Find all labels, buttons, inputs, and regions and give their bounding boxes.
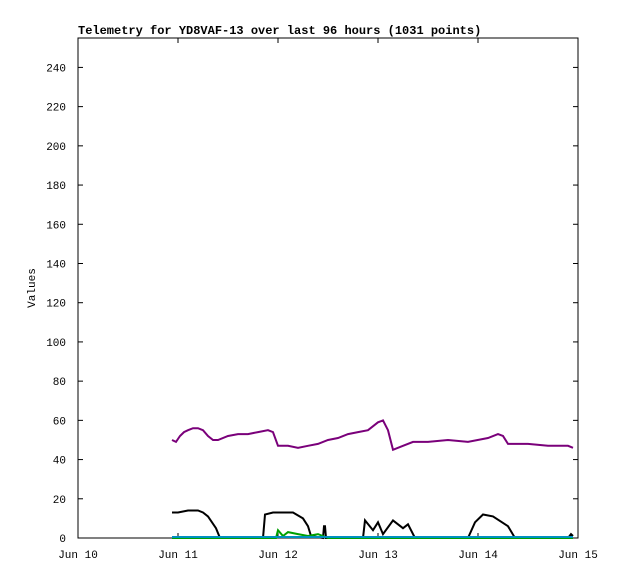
y-tick-label: 140 [46, 259, 66, 271]
series-line [171, 419, 574, 452]
y-tick-label: 100 [46, 338, 66, 350]
y-tick-label: 200 [46, 142, 66, 154]
y-tick-label: 240 [46, 63, 66, 75]
y-tick-label: 80 [53, 377, 66, 389]
y-tick-label: 220 [46, 103, 66, 115]
x-tick-label: Jun 10 [58, 550, 98, 562]
y-tick-label: 160 [46, 220, 66, 232]
chart-title: Telemetry for YD8VAF-13 over last 96 hou… [78, 24, 481, 38]
series-line [172, 509, 574, 540]
x-tick-label: Jun 15 [558, 550, 598, 562]
x-tick-label: Jun 11 [158, 550, 198, 562]
y-tick-label: 180 [46, 181, 66, 193]
y-tick-label: 60 [53, 416, 66, 428]
y-tick-label: 120 [46, 299, 66, 311]
x-tick-label: Jun 13 [358, 550, 398, 562]
x-tick-label: Jun 14 [458, 550, 498, 562]
y-axis-label: Values [27, 268, 39, 308]
y-tick-label: 20 [53, 495, 66, 507]
y-tick-label: 40 [53, 456, 66, 468]
x-tick-label: Jun 12 [258, 550, 298, 562]
y-tick-label: 0 [59, 534, 66, 546]
